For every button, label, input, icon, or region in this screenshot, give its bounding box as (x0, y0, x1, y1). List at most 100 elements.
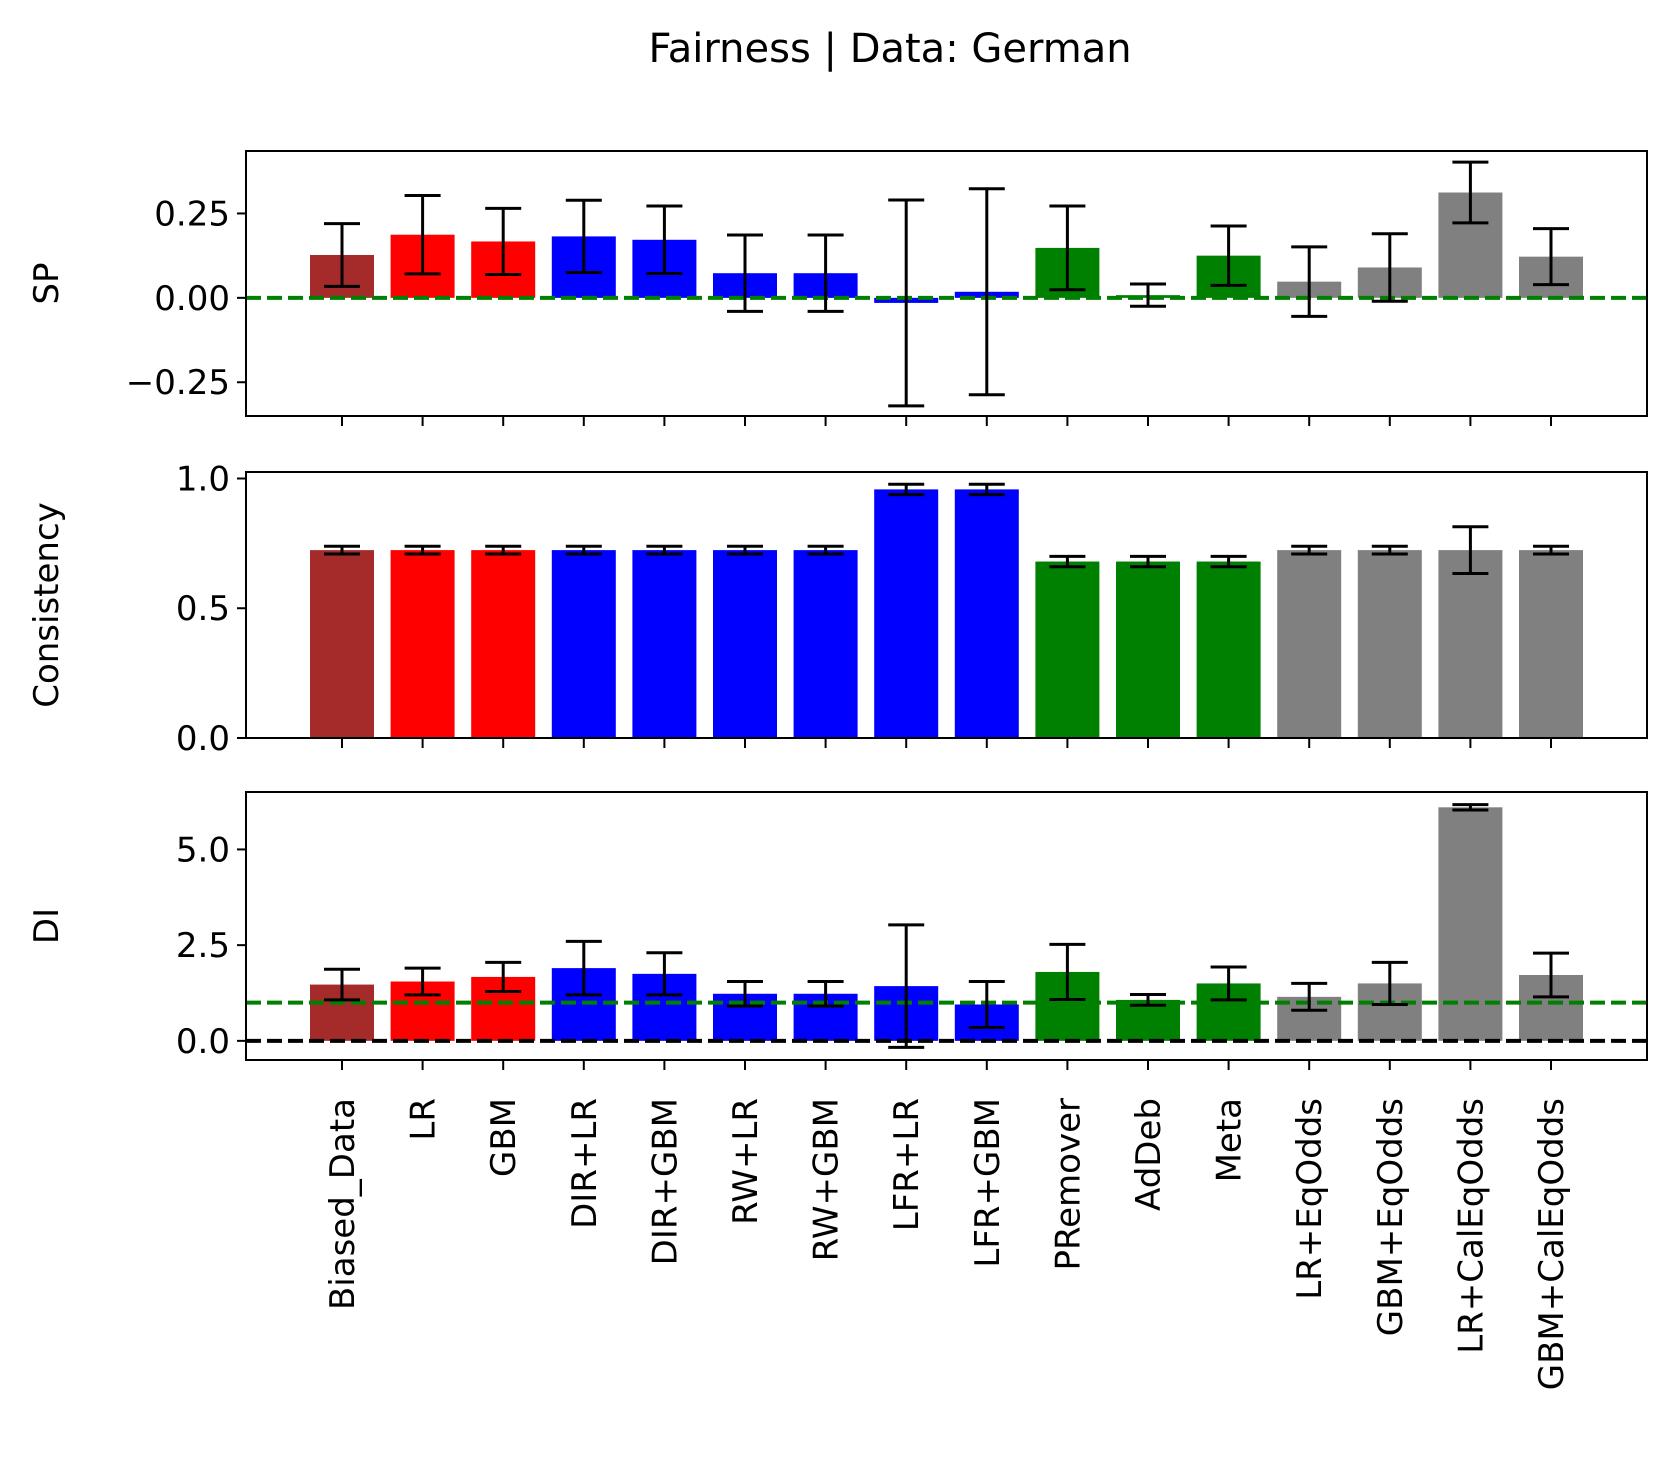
di-ylabel: DI (27, 908, 67, 944)
sp-axes-frame (245, 150, 1648, 417)
di-errorbar-lr-eqodds (1291, 981, 1328, 1012)
sp-errorbar-lr-eqodds (1291, 245, 1328, 318)
di-errorbar-dir-lr (565, 939, 602, 997)
sp-ytick-label: −0.25 (126, 363, 230, 403)
consistency-errorbar-dir-lr (565, 544, 602, 556)
di-errorbar-biased-data (324, 967, 360, 1002)
consistency-bar-rw-lr (713, 550, 777, 738)
consistency-errorbar-lr-caleqodds (1452, 525, 1489, 575)
consistency-bar-lr-eqodds (1277, 550, 1342, 738)
sp-errorbar-gbm (485, 206, 522, 277)
consistency-bar-lr-caleqodds (1438, 550, 1503, 738)
xtick-label-dir-gbm: DIR+GBM (645, 1098, 685, 1265)
consistency-errorbar-gbm (485, 544, 522, 556)
consistency-bar-gbm (471, 550, 536, 738)
consistency-errorbar-rw-gbm (807, 544, 844, 556)
di-bar-lr-caleqodds (1438, 807, 1503, 1041)
sp-errorbar-rw-gbm (807, 233, 844, 313)
consistency-errorbar-dir-gbm (646, 544, 683, 556)
di-errorbar-gbm-eqodds (1371, 960, 1408, 1006)
sp-errorbar-lr (404, 194, 441, 276)
consistency-errorbar-gbm-eqodds (1371, 544, 1408, 556)
xtick-label-addeb: AdDeb (1129, 1098, 1169, 1211)
consistency-errorbar-lr (404, 544, 441, 556)
xtick-label-rw-lr: RW+LR (726, 1098, 766, 1225)
sp-errorbar-gbm-eqodds (1371, 232, 1408, 303)
xtick-label-premover: PRemover (1048, 1098, 1088, 1270)
consistency-ylabel: Consistency (27, 502, 67, 708)
consistency-bar-lr (390, 550, 455, 738)
xtick-label-lr-eqodds: LR+EqOdds (1290, 1098, 1330, 1300)
di-errorbar-rw-gbm (807, 980, 844, 1008)
sp-errorbar-lfr-gbm (968, 187, 1005, 397)
di-errorbar-addeb (1130, 993, 1166, 1007)
di-errorbar-gbm (485, 960, 522, 993)
consistency-bar-meta (1196, 561, 1261, 738)
xtick-label-lfr-lr: LFR+LR (887, 1098, 927, 1231)
di-errorbar-gbm-caleqodds (1533, 951, 1569, 999)
xtick-label-gbm-caleqodds: GBM+CalEqOdds (1532, 1098, 1572, 1390)
sp-ytick-label: 0.00 (154, 279, 230, 319)
consistency-ytick-label: 0.0 (176, 719, 230, 759)
consistency-axes-frame (245, 471, 1648, 739)
consistency-ytick-label: 0.5 (176, 589, 230, 629)
consistency-bar-premover (1035, 561, 1100, 738)
di-errorbar-lfr-lr (888, 923, 925, 1049)
sp-errorbar-gbm-caleqodds (1533, 227, 1569, 287)
sp-errorbar-biased-data (324, 222, 360, 288)
di-errorbar-rw-lr (727, 980, 763, 1008)
consistency-errorbar-premover (1049, 554, 1086, 569)
xtick-label-dir-lr: DIR+LR (565, 1098, 605, 1229)
xtick-label-gbm-eqodds: GBM+EqOdds (1371, 1098, 1411, 1336)
sp-errorbar-lfr-lr (888, 198, 925, 408)
consistency-errorbar-lfr-lr (888, 482, 925, 497)
chart-title: Fairness | Data: German (648, 26, 1131, 72)
xtick-label-rw-gbm: RW+GBM (807, 1098, 847, 1261)
sp-errorbar-premover (1049, 204, 1086, 292)
consistency-errorbar-rw-lr (727, 544, 763, 556)
panel-consistency: 0.0 0.5 1.0 Consistency (27, 459, 1648, 759)
consistency-bar-biased-data (310, 550, 374, 738)
consistency-errorbar-meta (1210, 554, 1247, 569)
xtick-label-lr: LR (404, 1098, 444, 1141)
consistency-errorbar-addeb (1130, 554, 1166, 569)
consistency-bar-lfr-gbm (954, 489, 1019, 738)
di-ytick-label: 5.0 (176, 830, 230, 870)
consistency-ytick-label: 1.0 (176, 459, 230, 499)
consistency-bar-dir-gbm (632, 550, 697, 738)
xtick-label-biased-data: Biased_Data (323, 1098, 363, 1310)
panel-sp: −0.25 0.00 0.25 SP (27, 150, 1648, 426)
di-errorbar-premover (1049, 942, 1086, 1002)
di-errorbar-lr-caleqodds (1452, 803, 1489, 812)
consistency-errorbar-gbm-caleqodds (1533, 544, 1569, 556)
sp-errorbar-lr-caleqodds (1452, 160, 1489, 225)
sp-ylabel: SP (27, 262, 67, 304)
xtick-label-gbm: GBM (484, 1098, 524, 1177)
panel-di: 0.0 2.5 5.0 DI Biased_Data LR GBM DIR+LR DIR+GBM… (27, 791, 1648, 1390)
di-errorbar-meta (1210, 965, 1247, 1002)
sp-errorbar-addeb (1130, 282, 1166, 308)
consistency-errorbar-lr-eqodds (1291, 544, 1328, 556)
sp-errorbar-rw-lr (727, 233, 763, 313)
sp-errorbar-meta (1210, 224, 1247, 287)
consistency-bar-gbm-caleqodds (1519, 550, 1583, 738)
di-errorbar-lfr-gbm (968, 980, 1005, 1029)
di-ytick-label: 0.0 (176, 1022, 230, 1062)
di-errorbar-dir-gbm (646, 951, 683, 997)
consistency-bar-addeb (1116, 561, 1180, 738)
xtick-label-meta: Meta (1210, 1098, 1250, 1182)
sp-errorbar-dir-lr (565, 198, 602, 275)
xtick-label-lr-caleqodds: LR+CalEqOdds (1451, 1098, 1491, 1354)
consistency-bar-lfr-lr (874, 489, 939, 738)
consistency-bar-gbm-eqodds (1357, 550, 1422, 738)
xtick-label-lfr-gbm: LFR+GBM (968, 1098, 1008, 1268)
consistency-bar-dir-lr (551, 550, 616, 738)
consistency-errorbar-biased-data (324, 544, 360, 556)
sp-errorbar-dir-gbm (646, 204, 683, 276)
di-axes-frame (245, 791, 1648, 1061)
sp-ytick-label: 0.25 (154, 194, 230, 234)
consistency-errorbar-lfr-gbm (968, 482, 1005, 497)
di-ytick-label: 2.5 (176, 926, 230, 966)
di-errorbar-lr (404, 966, 441, 997)
